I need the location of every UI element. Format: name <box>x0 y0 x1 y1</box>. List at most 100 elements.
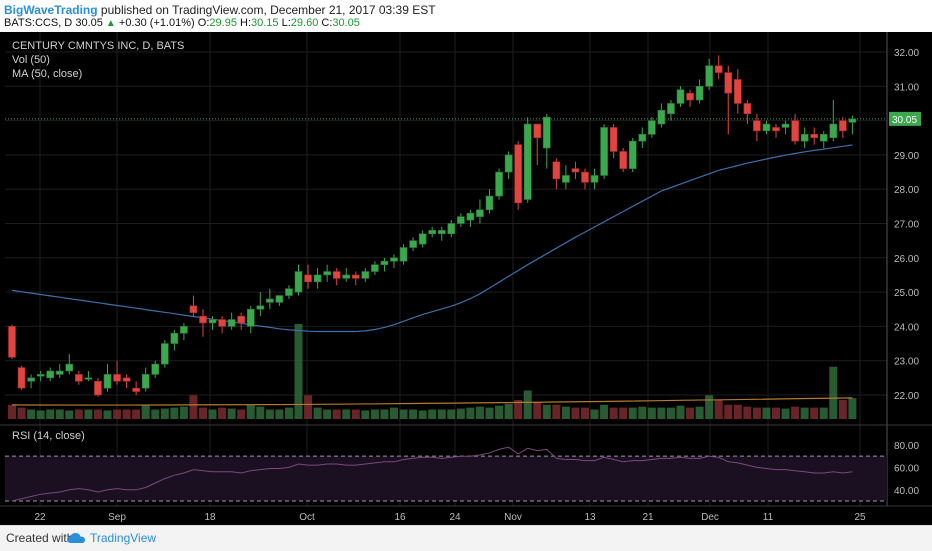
volume-bar <box>74 409 83 419</box>
price-tick-label: 32.00 <box>894 48 919 59</box>
volume-bar <box>533 401 542 419</box>
candle-body <box>122 377 131 382</box>
candle-body <box>590 175 599 183</box>
candle-body <box>714 65 723 73</box>
volume-bar <box>733 404 742 419</box>
volume-bar <box>199 407 207 419</box>
volume-bar <box>8 404 16 419</box>
rsi-tick-label: 60.00 <box>894 463 919 474</box>
candle-body <box>351 274 360 279</box>
volume-bar <box>800 407 809 419</box>
candle-body <box>361 271 370 279</box>
volume-bar <box>714 400 723 419</box>
volume-bar <box>781 408 790 419</box>
volume-bar <box>686 407 695 419</box>
current-price-tag <box>889 111 921 126</box>
volume-bar <box>17 407 26 419</box>
candle-body <box>705 65 713 87</box>
candle-body <box>495 171 503 197</box>
open-value: 29.95 <box>209 17 237 29</box>
candle-body <box>75 374 83 382</box>
candle-body <box>103 374 112 389</box>
volume-bar <box>743 406 752 419</box>
volume-bar <box>313 407 322 419</box>
rsi-line <box>11 446 853 502</box>
time-axis-label: 18 <box>204 512 216 523</box>
volume-bar <box>399 409 408 419</box>
volume-bar <box>189 395 198 419</box>
price-tick-label: 22.00 <box>894 391 919 402</box>
volume-bar <box>351 409 360 419</box>
candle-body <box>571 168 580 173</box>
volume-bar <box>246 404 255 419</box>
author-link[interactable]: BigWaveTrading <box>4 3 98 17</box>
candle-body <box>800 134 809 142</box>
candle-body <box>514 144 522 204</box>
candle-body <box>8 326 16 358</box>
candle-body <box>619 151 628 169</box>
volume-bar <box>657 407 666 419</box>
volume-bar <box>581 407 589 419</box>
tradingview-brand[interactable]: TradingView <box>90 531 157 545</box>
current-price-label: 30.05 <box>892 115 917 126</box>
volume-bar <box>151 409 160 419</box>
candle-body <box>84 377 93 380</box>
candle-body <box>581 171 589 183</box>
volume-bar <box>141 404 150 419</box>
candle-body <box>36 374 45 377</box>
price-tick-label: 23.00 <box>894 357 919 368</box>
candle-body <box>676 89 685 104</box>
volume-bar <box>342 409 351 419</box>
candle-body <box>523 123 532 200</box>
price-tick-label: 26.00 <box>894 254 919 265</box>
candle-body <box>246 308 255 327</box>
candle-body <box>313 274 322 283</box>
volume-bar <box>552 404 561 419</box>
volume-bar <box>504 403 513 419</box>
chart-area[interactable]: 32.0031.0030.0029.0028.0027.0026.0025.00… <box>0 32 932 525</box>
volume-bar <box>848 398 857 419</box>
volume-bar <box>294 324 303 419</box>
time-axis-label: 24 <box>449 512 461 523</box>
candle-body <box>686 92 694 101</box>
volume-bar <box>390 407 398 419</box>
rsi-band-fill <box>5 456 887 501</box>
candle-body <box>609 127 618 152</box>
candle-body <box>733 79 742 104</box>
price-tick-label: 24.00 <box>894 322 919 333</box>
time-axis-label: 22 <box>34 512 46 523</box>
candle-body <box>266 298 274 303</box>
candle-body <box>485 195 494 211</box>
created-with-text: Created with <box>6 531 74 545</box>
ma-line <box>11 144 853 333</box>
time-axis-label: 21 <box>642 512 654 523</box>
volume-bar <box>409 409 418 419</box>
time-axis-label: Sep <box>108 512 126 523</box>
candle-body <box>428 230 437 235</box>
volume-bar <box>762 407 771 419</box>
volume-bar <box>447 409 456 419</box>
volume-bar <box>819 407 828 419</box>
volume-bar <box>676 405 685 419</box>
candle-body <box>819 134 828 142</box>
candle-body <box>332 271 341 279</box>
candle-body <box>695 85 704 101</box>
candle-body <box>743 103 752 115</box>
volume-bar <box>84 409 93 419</box>
high-value: 30.15 <box>251 17 279 29</box>
volume-bar <box>571 407 580 419</box>
footer: Created with TradingView <box>0 525 932 551</box>
volume-bar <box>523 390 532 419</box>
candle-body <box>839 120 847 132</box>
volume-bar <box>275 409 284 419</box>
volume-bar <box>647 407 656 419</box>
tradingview-cloud-icon <box>66 531 86 550</box>
candle-body <box>17 367 26 389</box>
candle-body <box>342 274 351 279</box>
candle-body <box>227 319 236 327</box>
candle-body <box>533 123 542 139</box>
volume-bar <box>705 395 714 419</box>
candle-body <box>208 319 217 324</box>
candle-body <box>628 140 637 169</box>
rsi-legend: RSI (14, close) <box>12 430 85 442</box>
